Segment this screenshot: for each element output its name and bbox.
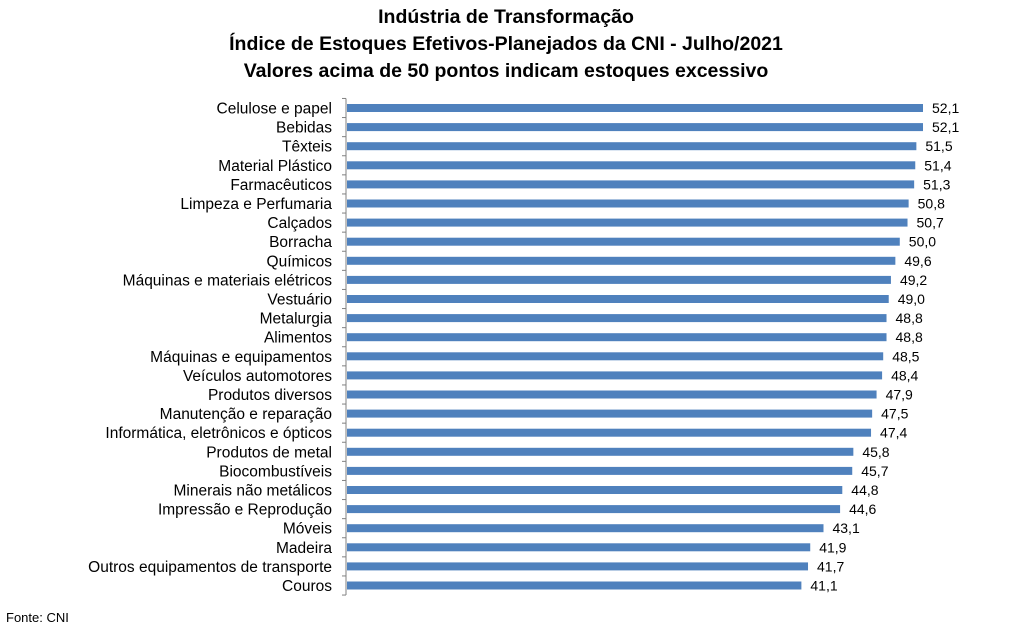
value-label: 45,7 <box>861 463 888 479</box>
value-label: 43,1 <box>832 520 859 536</box>
chart-title-line-3: Valores acima de 50 pontos indicam estoq… <box>243 60 769 82</box>
category-label: Madeira <box>276 540 332 557</box>
category-label: Máquinas e materiais elétricos <box>123 272 333 289</box>
value-label: 50,0 <box>909 234 936 250</box>
bar <box>347 161 916 170</box>
category-label: Biocombustíveis <box>219 463 332 480</box>
category-label: Produtos de metal <box>206 444 332 461</box>
value-label: 50,8 <box>918 196 945 212</box>
value-label: 48,4 <box>891 367 918 383</box>
category-label: Metalurgia <box>260 311 333 328</box>
bar <box>347 333 887 342</box>
bar <box>347 371 883 380</box>
value-label: 51,5 <box>925 138 952 154</box>
value-label: 51,4 <box>924 157 951 173</box>
category-label: Limpeza e Perfumaria <box>180 196 332 213</box>
value-label: 52,1 <box>932 119 959 135</box>
bar <box>347 199 909 208</box>
value-label: 48,8 <box>896 310 923 326</box>
value-label: 44,8 <box>851 482 878 498</box>
category-label: Borracha <box>269 234 332 251</box>
value-label: 47,5 <box>881 406 908 422</box>
bar <box>347 352 884 361</box>
category-label: Material Plástico <box>218 158 332 175</box>
bar <box>347 256 896 265</box>
bar <box>347 562 809 571</box>
value-label: 45,8 <box>862 444 889 460</box>
bar <box>347 142 917 151</box>
bar <box>347 524 824 533</box>
value-label: 41,7 <box>817 558 844 574</box>
category-label: Celulose e papel <box>217 101 332 118</box>
value-label: 48,8 <box>896 329 923 345</box>
category-label: Produtos diversos <box>208 387 332 404</box>
bar <box>347 409 873 418</box>
bar <box>347 486 843 494</box>
category-label: Calçados <box>267 215 332 232</box>
bar <box>347 390 877 399</box>
bar <box>347 123 923 132</box>
bar <box>347 428 872 437</box>
bar <box>347 543 811 552</box>
value-label: 41,1 <box>810 578 837 594</box>
bar <box>347 237 900 246</box>
value-label: 51,3 <box>923 176 950 192</box>
category-label: Impressão e Reprodução <box>158 502 332 519</box>
source-note: Fonte: CNI <box>6 610 69 625</box>
value-label: 48,5 <box>892 348 919 364</box>
value-label: 49,6 <box>904 253 931 269</box>
value-label: 47,9 <box>886 387 913 403</box>
value-label: 49,0 <box>898 291 925 307</box>
category-label: Químicos <box>267 253 333 270</box>
bar <box>347 447 854 456</box>
value-label: 52,1 <box>932 100 959 116</box>
value-label: 49,2 <box>900 272 927 288</box>
category-label: Alimentos <box>264 330 332 347</box>
category-label: Couros <box>282 578 332 595</box>
chart-title: Indústria de Transformação Índice de Est… <box>0 4 1012 85</box>
value-label: 50,7 <box>917 215 944 231</box>
bar <box>347 180 915 189</box>
bar <box>347 314 887 323</box>
chart-title-line-2: Índice de Estoques Efetivos-Planejados d… <box>229 33 783 55</box>
bar <box>347 581 802 590</box>
bar <box>347 505 841 514</box>
category-label: Têxteis <box>282 139 332 156</box>
bar <box>347 275 891 284</box>
category-label: Máquinas e equipamentos <box>150 349 332 366</box>
bar <box>347 104 923 112</box>
bar <box>347 295 889 303</box>
category-label: Minerais não metálicos <box>173 483 332 500</box>
category-label: Outros equipamentos de transporte <box>88 559 332 576</box>
value-label: 44,6 <box>849 501 876 517</box>
value-label: 47,4 <box>880 425 907 441</box>
category-label: Bebidas <box>276 120 332 137</box>
category-label: Informática, eletrônicos e ópticos <box>105 425 332 442</box>
chart-title-line-1: Indústria de Transformação <box>378 6 634 28</box>
value-label: 41,9 <box>819 539 846 555</box>
bar <box>347 466 853 475</box>
bar <box>347 218 908 227</box>
category-label: Veículos automotores <box>183 368 332 385</box>
category-label: Manutenção e reparação <box>160 406 332 423</box>
category-label: Farmacêuticos <box>230 177 332 194</box>
category-label: Móveis <box>283 521 332 538</box>
category-label: Vestuário <box>267 292 332 309</box>
